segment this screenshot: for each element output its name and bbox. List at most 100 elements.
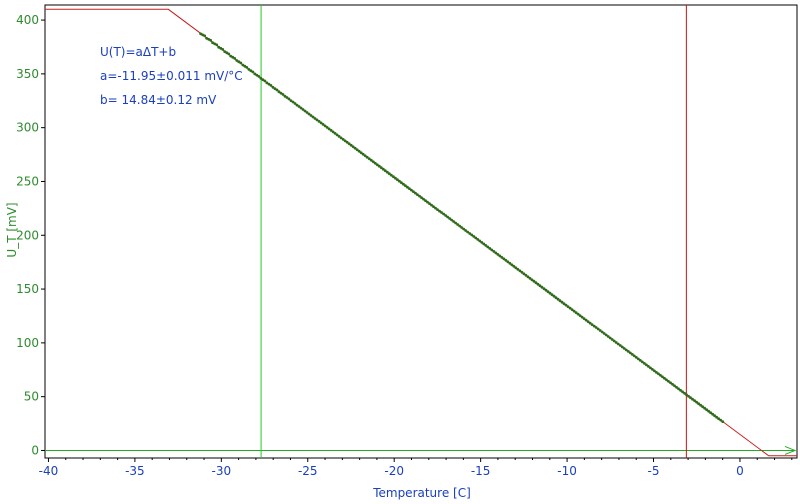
data-point xyxy=(667,379,670,383)
data-point xyxy=(450,218,453,222)
data-point xyxy=(323,124,327,128)
data-point xyxy=(410,188,413,192)
data-point xyxy=(472,235,476,238)
data-point xyxy=(416,193,419,197)
data-point xyxy=(480,241,484,244)
data-point xyxy=(412,190,415,194)
data-point xyxy=(277,90,281,94)
data-point xyxy=(434,206,437,210)
data-point xyxy=(488,247,492,250)
data-point xyxy=(645,363,648,367)
data-point xyxy=(283,94,287,98)
data-point xyxy=(315,118,319,122)
data-point xyxy=(239,61,243,65)
data-point xyxy=(508,261,512,265)
data-point xyxy=(655,371,658,374)
data-point xyxy=(383,169,387,173)
data-point xyxy=(307,112,311,116)
data-point xyxy=(333,132,337,135)
data-point xyxy=(287,97,291,101)
data-point xyxy=(518,269,522,273)
data-point xyxy=(476,238,480,241)
y-tick-label: 200 xyxy=(16,228,39,242)
data-point xyxy=(632,354,636,358)
data-point xyxy=(452,220,455,223)
x-tick-label: -25 xyxy=(298,464,318,478)
x-axis-label: Temperature [C] xyxy=(372,486,471,500)
data-point xyxy=(349,143,353,147)
data-point xyxy=(544,288,548,292)
data-point xyxy=(442,212,445,216)
data-point xyxy=(448,217,451,220)
data-point xyxy=(500,256,504,259)
data-point xyxy=(309,114,313,117)
data-point xyxy=(438,209,441,213)
data-point xyxy=(594,326,598,329)
data-point xyxy=(317,120,321,123)
data-point xyxy=(418,194,421,198)
data-point xyxy=(713,414,716,418)
data-point xyxy=(484,244,488,247)
data-point xyxy=(430,203,433,207)
data-point xyxy=(703,406,706,410)
data-point xyxy=(496,253,500,256)
data-point xyxy=(614,341,618,344)
data-point xyxy=(478,239,482,243)
data-point xyxy=(701,405,704,409)
data-point xyxy=(400,181,403,185)
data-point xyxy=(436,208,439,212)
data-point xyxy=(584,318,588,322)
data-point xyxy=(245,66,249,69)
x-tick-label: -15 xyxy=(471,464,491,478)
data-point xyxy=(578,314,582,317)
data-point xyxy=(582,317,586,320)
data-point xyxy=(345,140,349,144)
data-point xyxy=(608,336,612,340)
data-point xyxy=(514,266,518,270)
data-point xyxy=(367,157,371,161)
data-point xyxy=(628,351,632,355)
data-point xyxy=(373,161,377,165)
data-point xyxy=(351,145,355,149)
data-point xyxy=(394,176,397,180)
data-point xyxy=(389,173,393,177)
data-point xyxy=(683,391,686,395)
x-tick-label: 0 xyxy=(736,464,744,478)
data-point xyxy=(673,384,676,388)
data-point xyxy=(347,142,351,146)
data-point xyxy=(414,191,417,195)
data-point xyxy=(365,155,369,159)
data-point xyxy=(556,297,560,301)
data-point xyxy=(494,251,498,255)
data-point xyxy=(261,78,265,81)
data-point xyxy=(681,390,684,394)
data-point xyxy=(691,397,694,401)
data-point xyxy=(604,333,608,337)
data-point xyxy=(538,284,542,288)
data-point xyxy=(546,290,550,294)
data-point xyxy=(281,93,285,96)
data-point xyxy=(361,152,365,156)
y-tick-label: 250 xyxy=(16,174,39,188)
data-point xyxy=(275,88,279,92)
y-tick-label: 350 xyxy=(16,67,39,81)
data-point xyxy=(257,75,261,78)
data-point xyxy=(707,409,710,413)
data-point xyxy=(265,81,269,85)
data-point xyxy=(420,196,423,200)
data-point xyxy=(705,408,708,412)
data-point xyxy=(548,291,552,295)
data-point xyxy=(462,227,465,231)
data-point xyxy=(297,105,301,108)
data-point xyxy=(379,166,383,170)
data-point xyxy=(512,264,516,268)
data-point xyxy=(313,117,317,120)
data-point xyxy=(337,135,341,138)
data-point xyxy=(377,164,381,168)
data-point xyxy=(227,52,231,56)
data-point xyxy=(564,303,568,307)
data-point xyxy=(570,308,574,311)
data-point xyxy=(325,126,329,129)
data-point xyxy=(699,403,702,407)
data-point xyxy=(560,300,564,304)
